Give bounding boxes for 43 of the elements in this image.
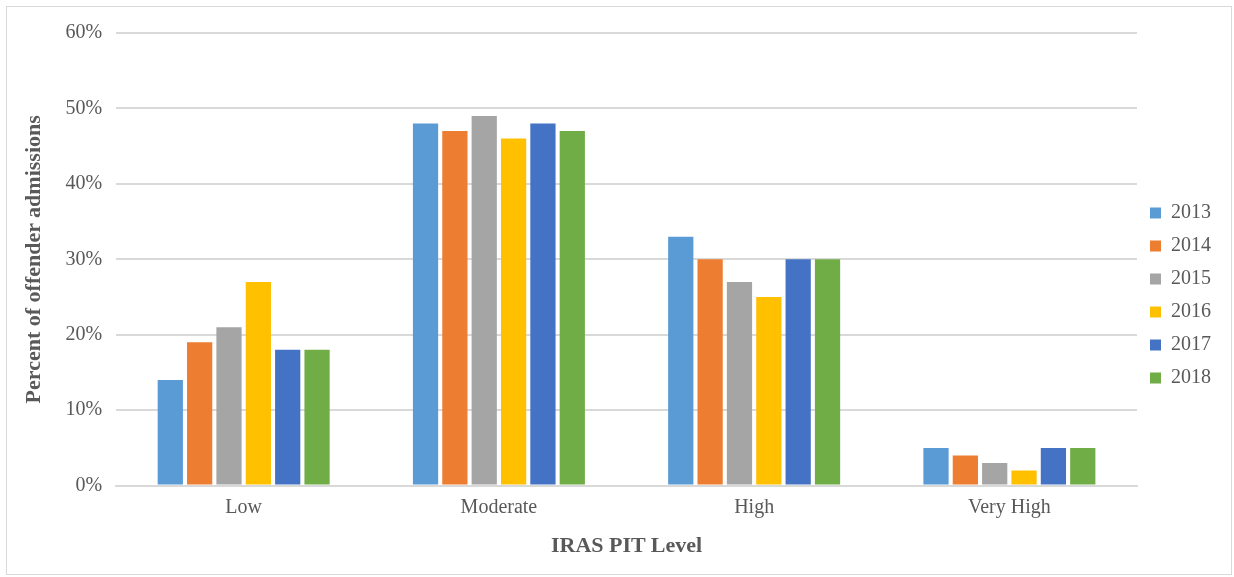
legend-label: 2017 bbox=[1171, 332, 1211, 355]
bar bbox=[530, 123, 556, 485]
bar bbox=[1070, 447, 1096, 485]
bar bbox=[187, 342, 213, 485]
x-tick-label: Low bbox=[225, 494, 263, 517]
bar bbox=[500, 138, 527, 485]
bar bbox=[1011, 470, 1037, 485]
bar bbox=[559, 131, 585, 485]
bar bbox=[814, 259, 841, 485]
bar bbox=[982, 462, 1008, 485]
y-tick-label: 50% bbox=[65, 95, 103, 118]
x-tick-label: Moderate bbox=[460, 494, 538, 517]
y-tick-label: 40% bbox=[65, 171, 103, 194]
legend-label: 2013 bbox=[1171, 200, 1211, 223]
bar bbox=[412, 123, 439, 485]
bar bbox=[471, 115, 497, 485]
bar bbox=[668, 236, 694, 485]
y-tick-label: 20% bbox=[65, 321, 103, 344]
legend-label: 2016 bbox=[1171, 299, 1211, 322]
legend-label: 2018 bbox=[1171, 365, 1211, 388]
bar bbox=[442, 131, 468, 485]
y-tick-label: 60% bbox=[65, 20, 103, 43]
bar bbox=[157, 379, 183, 485]
bar bbox=[952, 455, 978, 485]
legend-label: 2015 bbox=[1171, 266, 1211, 289]
bar bbox=[785, 259, 811, 485]
x-tick-label: High bbox=[734, 494, 775, 518]
bar bbox=[697, 259, 723, 485]
y-tick-label: 0% bbox=[75, 472, 103, 495]
bar bbox=[275, 349, 301, 485]
bar bbox=[304, 349, 330, 485]
bar bbox=[756, 297, 782, 485]
y-axis-title: Percent of offender admissions bbox=[19, 114, 45, 404]
legend-label: 2014 bbox=[1171, 233, 1211, 256]
y-tick-label: 10% bbox=[65, 397, 103, 420]
bar bbox=[245, 281, 271, 485]
bar bbox=[216, 327, 242, 485]
bar bbox=[1040, 447, 1067, 485]
x-axis-title: IRAS PIT Level bbox=[550, 532, 703, 558]
bar bbox=[726, 281, 753, 485]
x-tick-label: Very High bbox=[968, 494, 1051, 518]
y-tick-label: 30% bbox=[65, 246, 103, 269]
bar bbox=[923, 447, 949, 485]
